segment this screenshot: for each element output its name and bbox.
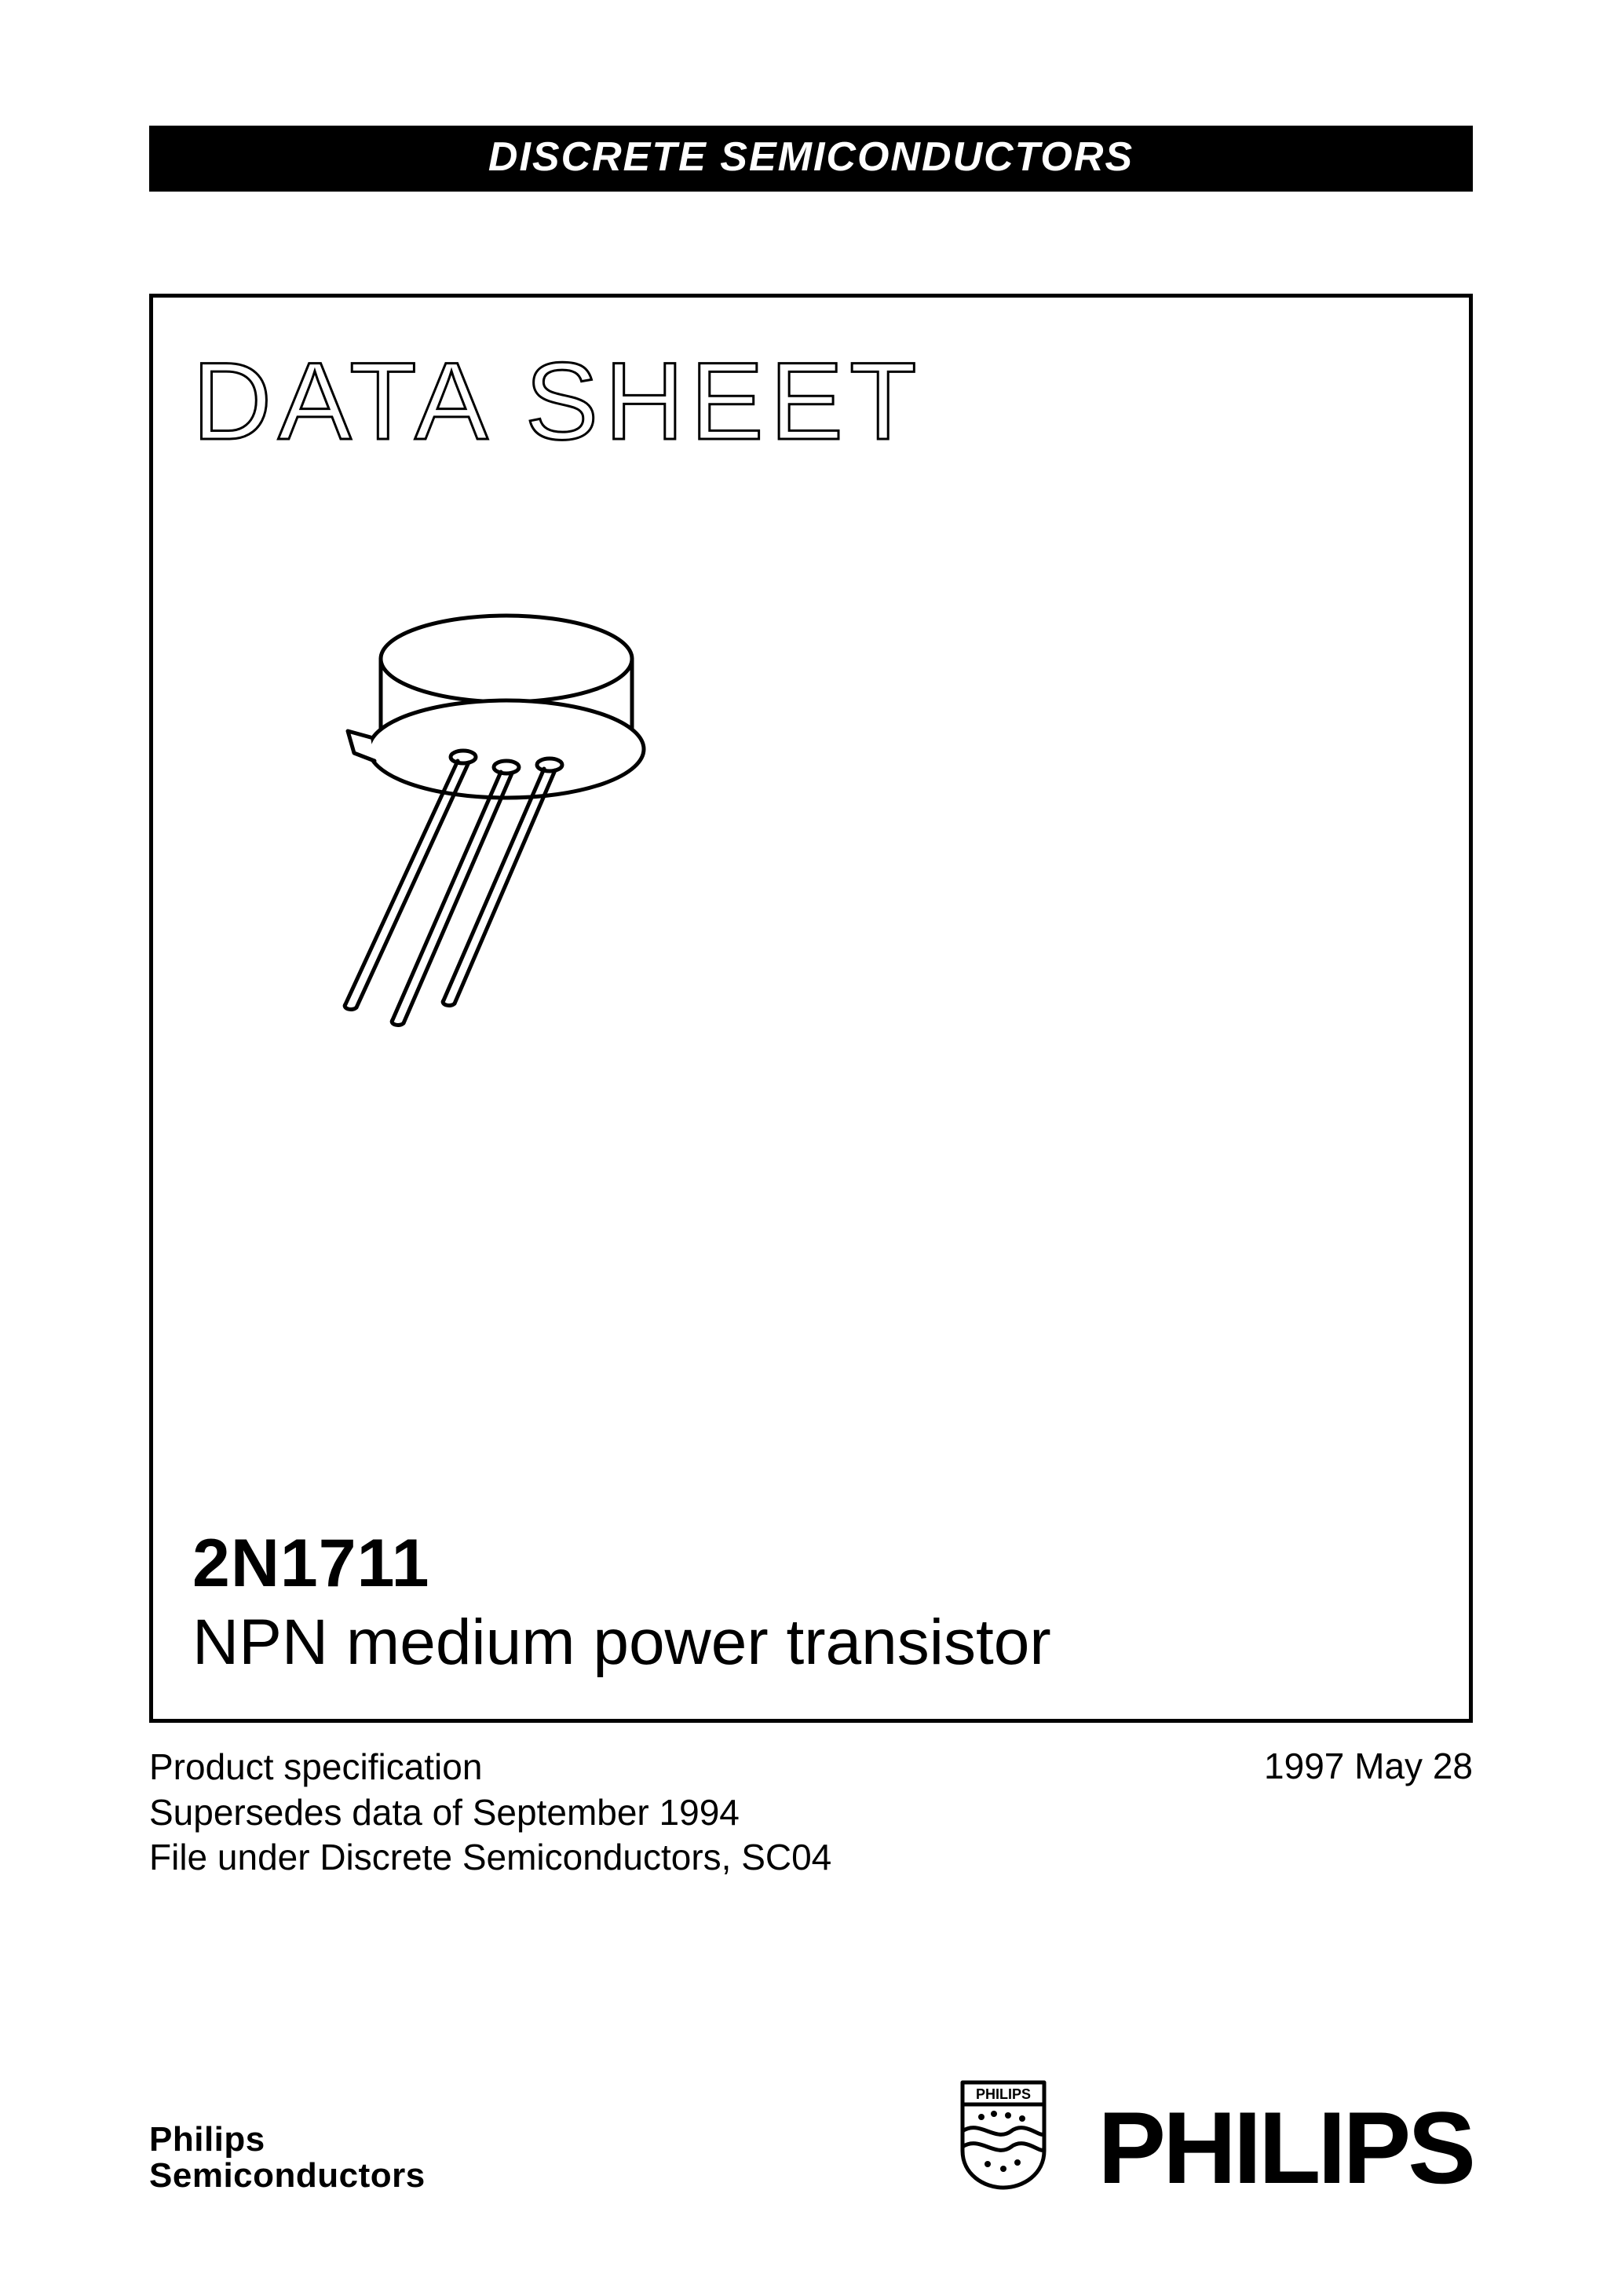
header-category-bar: DISCRETE SEMICONDUCTORS [149, 126, 1473, 192]
datasheet-title-text: DATA SHEET [192, 345, 923, 462]
spec-meta-line: File under Discrete Semiconductors, SC04 [149, 1835, 831, 1881]
datasheet-title: DATA SHEET [192, 345, 1430, 470]
spec-meta-block: Product specification Supersedes data of… [149, 1745, 831, 1881]
footer-company-line2: Semiconductors [149, 2158, 426, 2194]
part-description: NPN medium power transistor [192, 1606, 1051, 1680]
footer-company-block: Philips Semiconductors [149, 2122, 426, 2194]
shield-label-text: PHILIPS [976, 2086, 1031, 2102]
spec-meta-line: Supersedes data of September 1994 [149, 1790, 831, 1836]
page-root: DISCRETE SEMICONDUCTORS DATA SHEET [0, 0, 1622, 2296]
philips-wordmark: PHILIPS [1098, 2102, 1473, 2194]
datasheet-frame: DATA SHEET [149, 294, 1473, 1723]
footer-company-line1: Philips [149, 2122, 426, 2158]
footer-brand-block: PHILIPS [956, 2076, 1473, 2194]
part-number: 2N1711 [192, 1525, 1051, 1603]
page-footer: Philips Semiconductors PHILIPS [149, 2076, 1473, 2194]
document-date: 1997 May 28 [1264, 1745, 1473, 1787]
spec-meta-line: Product specification [149, 1745, 831, 1790]
product-title-block: 2N1711 NPN medium power transistor [192, 1525, 1051, 1680]
transistor-package-illustration [287, 596, 663, 1036]
philips-shield-logo-icon: PHILIPS [956, 2076, 1050, 2194]
below-frame-row: Product specification Supersedes data of… [149, 1745, 1473, 1881]
